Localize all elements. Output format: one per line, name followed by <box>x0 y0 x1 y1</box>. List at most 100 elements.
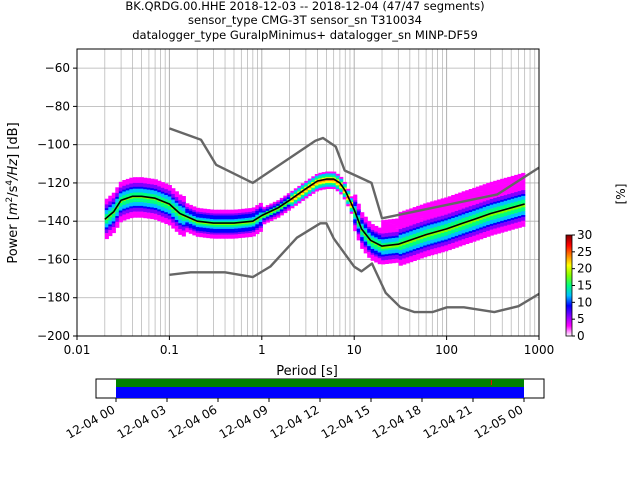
heatmap-cell <box>353 221 358 224</box>
heatmap-cell <box>503 177 508 180</box>
heatmap-cell <box>458 234 463 237</box>
heatmap-cell <box>447 244 452 247</box>
heatmap-cell <box>360 244 365 247</box>
heatmap-cell <box>258 218 263 221</box>
heatmap-cell <box>122 206 127 209</box>
heatmap-cell <box>276 207 281 210</box>
heatmap-cell <box>409 229 414 232</box>
heatmap-cell <box>248 225 253 228</box>
heatmap-cell <box>223 230 228 233</box>
heatmap-cell <box>160 220 165 223</box>
heatmap-cell <box>472 231 477 235</box>
heatmap-cell <box>367 253 372 256</box>
heatmap-cell <box>325 184 330 187</box>
heatmap-cell <box>454 241 459 244</box>
heatmap-cell <box>136 184 141 187</box>
heatmap-cell <box>202 229 207 232</box>
heatmap-cell <box>108 207 113 210</box>
heatmap-cell <box>416 244 421 247</box>
heatmap-cell <box>405 222 410 226</box>
heatmap-cell <box>521 186 526 189</box>
heatmap-cell <box>111 200 116 203</box>
heatmap-cell <box>458 209 463 212</box>
heatmap-cell <box>468 240 473 243</box>
heatmap-cell <box>503 200 508 203</box>
heatmap-cell <box>377 248 382 251</box>
heatmap-cell <box>118 185 123 188</box>
heatmap-cell <box>503 191 508 194</box>
heatmap-cell <box>444 230 449 233</box>
heatmap-cell <box>510 198 515 201</box>
heatmap-cell <box>384 223 389 226</box>
heatmap-cell <box>514 176 519 179</box>
heatmap-cell <box>234 217 239 220</box>
heatmap-cell <box>423 214 428 218</box>
heatmap-cell <box>171 195 176 198</box>
heatmap-cell <box>402 222 407 225</box>
heatmap-cell <box>398 229 403 232</box>
heatmap-cell <box>290 204 295 207</box>
heatmap-cell <box>437 247 442 250</box>
heatmap-cell <box>381 233 386 236</box>
heatmap-cell <box>283 197 288 200</box>
heatmap-cell <box>321 179 326 182</box>
heatmap-cell <box>423 253 428 256</box>
heatmap-cell <box>440 215 445 218</box>
heatmap-cell <box>489 187 494 190</box>
heatmap-cell <box>510 187 515 190</box>
heatmap-cell <box>185 205 190 208</box>
heatmap-cell <box>353 208 358 211</box>
heatmap-cell <box>146 191 151 194</box>
heatmap-cell <box>181 219 186 222</box>
heatmap-cell <box>437 224 442 227</box>
heatmap-cell <box>402 256 407 259</box>
heatmap-cell <box>517 221 522 224</box>
heatmap-cell <box>454 195 459 198</box>
heatmap-cell <box>227 234 232 237</box>
heatmap-cell <box>272 205 277 208</box>
heatmap-cell <box>496 181 501 184</box>
heatmap-cell <box>370 237 375 240</box>
colorbar-tick-label: 25 <box>577 245 592 259</box>
heatmap-cell <box>178 198 183 201</box>
heatmap-cell <box>405 238 410 241</box>
heatmap-cell <box>129 191 134 194</box>
heatmap-cell <box>440 200 445 203</box>
heatmap-cell <box>395 228 400 231</box>
colorbar-label: [%] <box>614 184 628 205</box>
heatmap-cell <box>356 238 361 241</box>
heatmap-cell <box>521 205 526 208</box>
heatmap-cell <box>423 211 428 214</box>
heatmap-cell <box>468 194 473 197</box>
heatmap-cell <box>356 217 361 220</box>
heatmap-cell <box>293 199 298 202</box>
heatmap-cell <box>360 242 365 245</box>
heatmap-cell <box>391 222 396 225</box>
heatmap-cell <box>104 202 109 205</box>
heatmap-cell <box>444 237 449 240</box>
heatmap-cell <box>437 220 442 223</box>
heatmap-cell <box>454 243 459 246</box>
heatmap-cell <box>136 204 141 207</box>
heatmap-cell <box>465 211 470 214</box>
heatmap-cell <box>174 206 179 209</box>
heatmap-cell <box>419 250 424 253</box>
heatmap-cell <box>444 218 449 221</box>
heatmap-cell <box>328 175 333 178</box>
heatmap-cell <box>125 188 130 191</box>
heatmap-cell <box>482 199 487 202</box>
heatmap-cell <box>363 251 368 254</box>
heatmap-cell <box>125 190 130 193</box>
heatmap-cell <box>185 222 190 225</box>
heatmap-cell <box>332 175 337 178</box>
heatmap-cell <box>304 182 309 186</box>
heatmap-cell <box>444 216 449 219</box>
heatmap-cell <box>374 254 379 257</box>
heatmap-cell <box>440 244 445 247</box>
heatmap-cell <box>472 220 477 223</box>
heatmap-cell <box>465 190 470 193</box>
heatmap-cell <box>472 189 477 192</box>
heatmap-cell <box>433 208 438 211</box>
heatmap-cell <box>104 236 109 240</box>
